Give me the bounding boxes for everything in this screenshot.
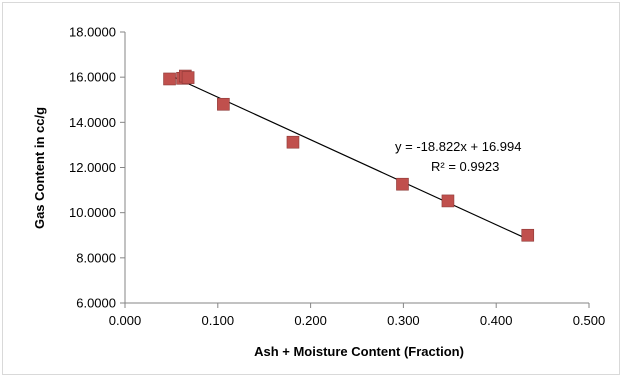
x-tick-label: 0.500	[573, 313, 606, 328]
y-tick-label: 12.0000	[69, 160, 116, 175]
y-tick-label: 8.0000	[76, 250, 116, 265]
x-tick-label: 0.000	[109, 313, 142, 328]
data-point	[521, 228, 535, 242]
tick-layer: 6.0000 8.0000 10.0000 12.0000 14.0000 16.0000…	[69, 25, 605, 329]
data-point	[217, 97, 230, 111]
axes-layer	[120, 31, 590, 308]
y-tick-label: 14.0000	[69, 115, 116, 130]
data-point	[286, 135, 300, 149]
trendline-equation: y = -18.822x + 16.994	[395, 139, 521, 154]
data-point	[441, 194, 455, 208]
data-point	[163, 72, 176, 86]
x-tick-label: 0.400	[480, 313, 513, 328]
x-tick-label: 0.100	[202, 313, 235, 328]
x-tick-label: 0.300	[387, 313, 420, 328]
x-axis-title: Ash + Moisture Content (Fraction)	[254, 344, 464, 359]
points-layer	[163, 69, 535, 242]
chart-frame: 6.0000 8.0000 10.0000 12.0000 14.0000 16.0000…	[2, 2, 620, 375]
y-tick-label: 6.0000	[76, 296, 116, 311]
y-tick-label: 10.0000	[69, 205, 116, 220]
y-tick-label: 18.0000	[69, 25, 116, 40]
data-point	[181, 71, 195, 84]
y-tick-label: 16.0000	[69, 70, 116, 85]
scatter-chart: 6.0000 8.0000 10.0000 12.0000 14.0000 16.0000…	[32, 25, 605, 360]
x-tick-label: 0.200	[294, 313, 327, 328]
data-point	[396, 177, 409, 191]
trendline-r-squared: R² = 0.9923	[431, 159, 499, 174]
y-axis-title: Gas Content in cc/g	[32, 107, 47, 229]
